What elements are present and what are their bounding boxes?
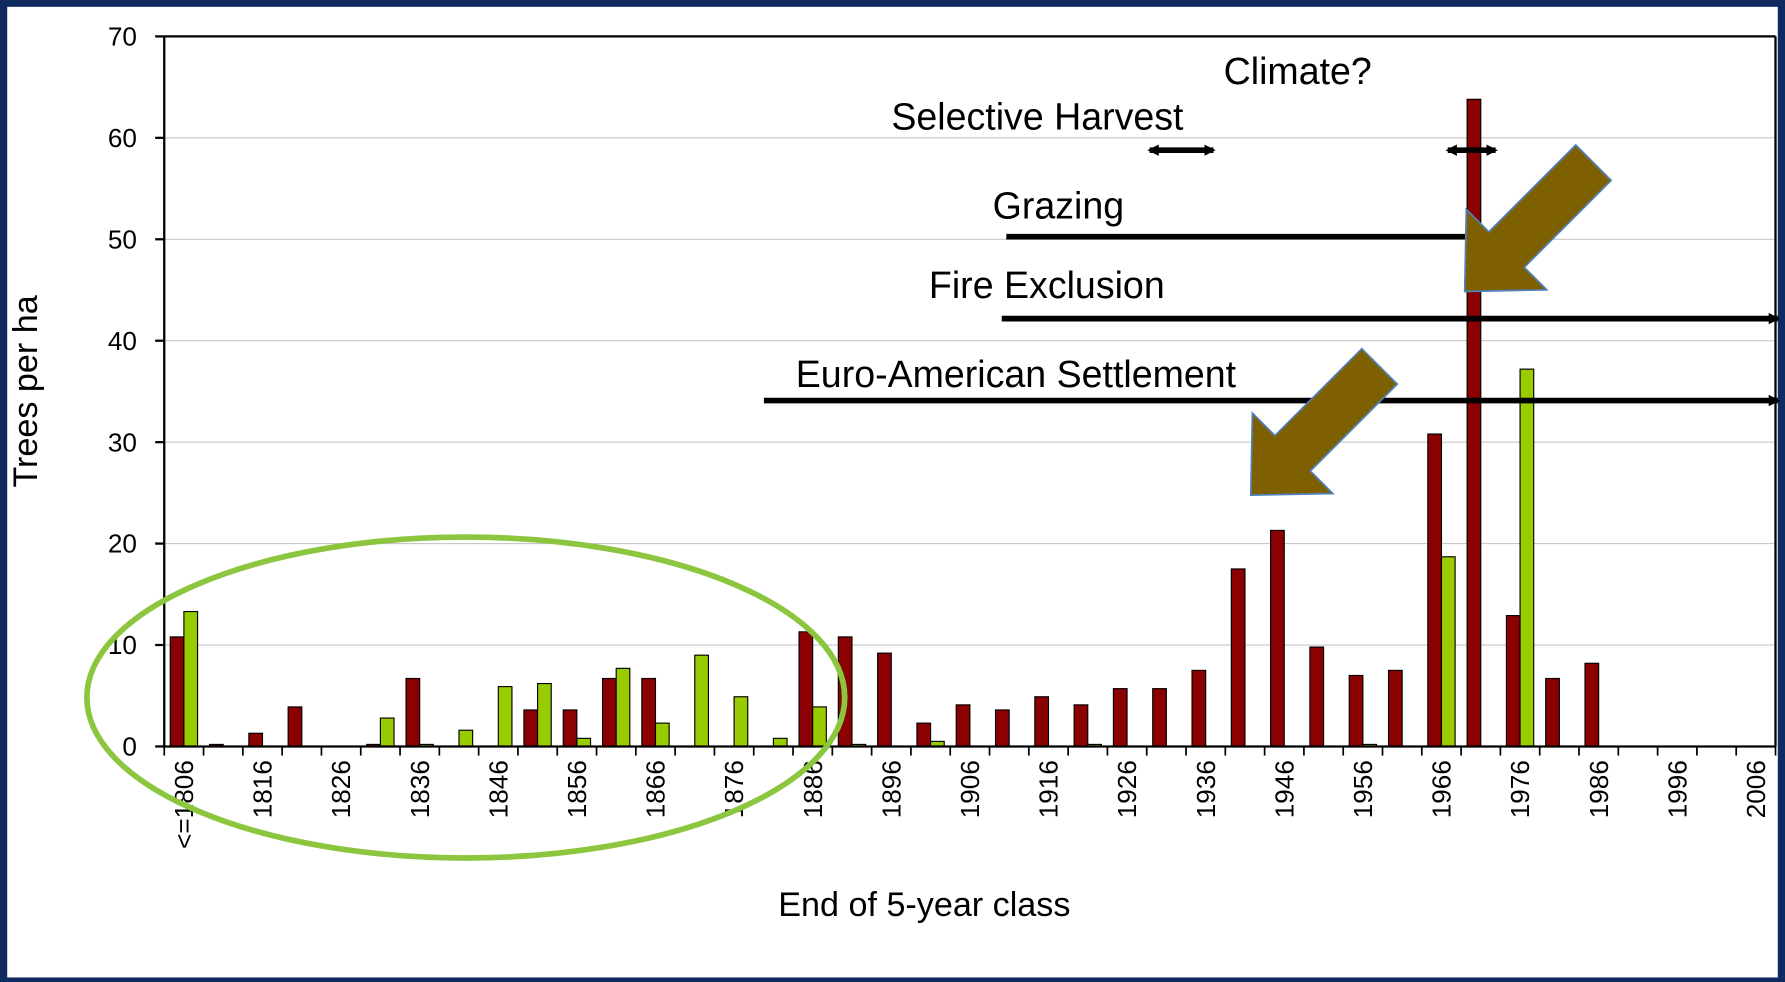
bar	[1584, 662, 1600, 748]
bar	[955, 704, 971, 748]
x-tick-label: 1826	[326, 760, 356, 818]
bar	[562, 709, 578, 748]
bar	[1034, 696, 1050, 748]
x-tick-label: 1996	[1662, 760, 1692, 818]
bar	[916, 722, 932, 748]
bar	[458, 729, 474, 748]
bar	[1466, 98, 1482, 748]
bar	[812, 706, 827, 748]
bar	[576, 737, 592, 748]
annotation: Climate?	[1224, 50, 1372, 92]
bar	[405, 677, 421, 748]
bar	[1112, 688, 1128, 748]
y-tick-label: 40	[108, 326, 137, 356]
x-tick-label: 1946	[1269, 760, 1299, 818]
x-tick-label: 1966	[1427, 760, 1457, 818]
bar	[615, 667, 631, 748]
y-tick-label: 50	[108, 224, 137, 254]
x-tick-label: 1896	[876, 760, 906, 818]
y-tick-label: 30	[108, 427, 137, 457]
y-tick-label: 70	[108, 22, 137, 52]
bar	[994, 709, 1010, 748]
bar	[1519, 368, 1535, 748]
bar	[183, 610, 199, 748]
x-tick-label: 1856	[562, 760, 592, 818]
bar	[1440, 556, 1456, 748]
y-axis-label: Trees per ha	[7, 295, 45, 487]
x-tick-label: 1816	[248, 760, 278, 818]
highlight-arrow	[1463, 143, 1613, 293]
x-tick-label: 1906	[955, 760, 985, 818]
bar	[601, 677, 617, 748]
bar	[1073, 704, 1089, 748]
bar	[1152, 688, 1167, 748]
bar	[654, 722, 670, 748]
annotation: Euro-American Settlement	[796, 353, 1237, 395]
highlight-ellipse	[84, 534, 848, 861]
bar	[733, 696, 749, 748]
bar	[694, 654, 710, 748]
bar	[379, 717, 395, 748]
x-tick-label: 1956	[1348, 760, 1378, 818]
annotation: Grazing	[993, 184, 1124, 226]
y-tick-label: 60	[108, 123, 137, 153]
annotation: Selective Harvest	[891, 96, 1184, 138]
bar	[537, 682, 552, 748]
x-tick-label: 1936	[1191, 760, 1221, 818]
bar	[1309, 646, 1325, 748]
bar	[523, 709, 539, 748]
bar	[1230, 568, 1246, 748]
bar	[1427, 433, 1443, 748]
bar	[497, 686, 513, 748]
y-tick-label: 20	[108, 529, 137, 559]
annotation: Fire Exclusion	[929, 264, 1165, 306]
bar	[641, 677, 657, 748]
x-tick-label: 1916	[1034, 760, 1064, 818]
x-axis-label: End of 5-year class	[778, 886, 1070, 924]
panel	[7, 6, 1778, 978]
highlight-arrow	[1249, 347, 1399, 497]
x-tick-label: 2006	[1741, 760, 1771, 818]
x-tick-label: 1986	[1584, 760, 1614, 818]
annotations	[763, 144, 1781, 407]
bar	[1545, 677, 1560, 748]
x-tick-label: 1976	[1505, 760, 1535, 818]
x-tick-label: 1836	[405, 760, 435, 818]
x-tick-label: 1846	[483, 760, 513, 818]
bar	[1387, 669, 1403, 748]
bar	[169, 636, 185, 748]
bar	[877, 652, 892, 748]
bar	[772, 737, 788, 748]
x-tick-label: 1926	[1112, 760, 1142, 818]
y-tick-label: 0	[122, 732, 137, 762]
bar	[248, 732, 264, 748]
bar	[1270, 529, 1285, 748]
y-tick-label: 10	[108, 630, 137, 660]
bar	[287, 706, 303, 748]
bar	[1191, 669, 1207, 748]
bar	[798, 631, 814, 748]
bar	[1505, 615, 1521, 748]
x-tick-label: 1866	[641, 760, 671, 818]
bar	[1348, 674, 1364, 748]
